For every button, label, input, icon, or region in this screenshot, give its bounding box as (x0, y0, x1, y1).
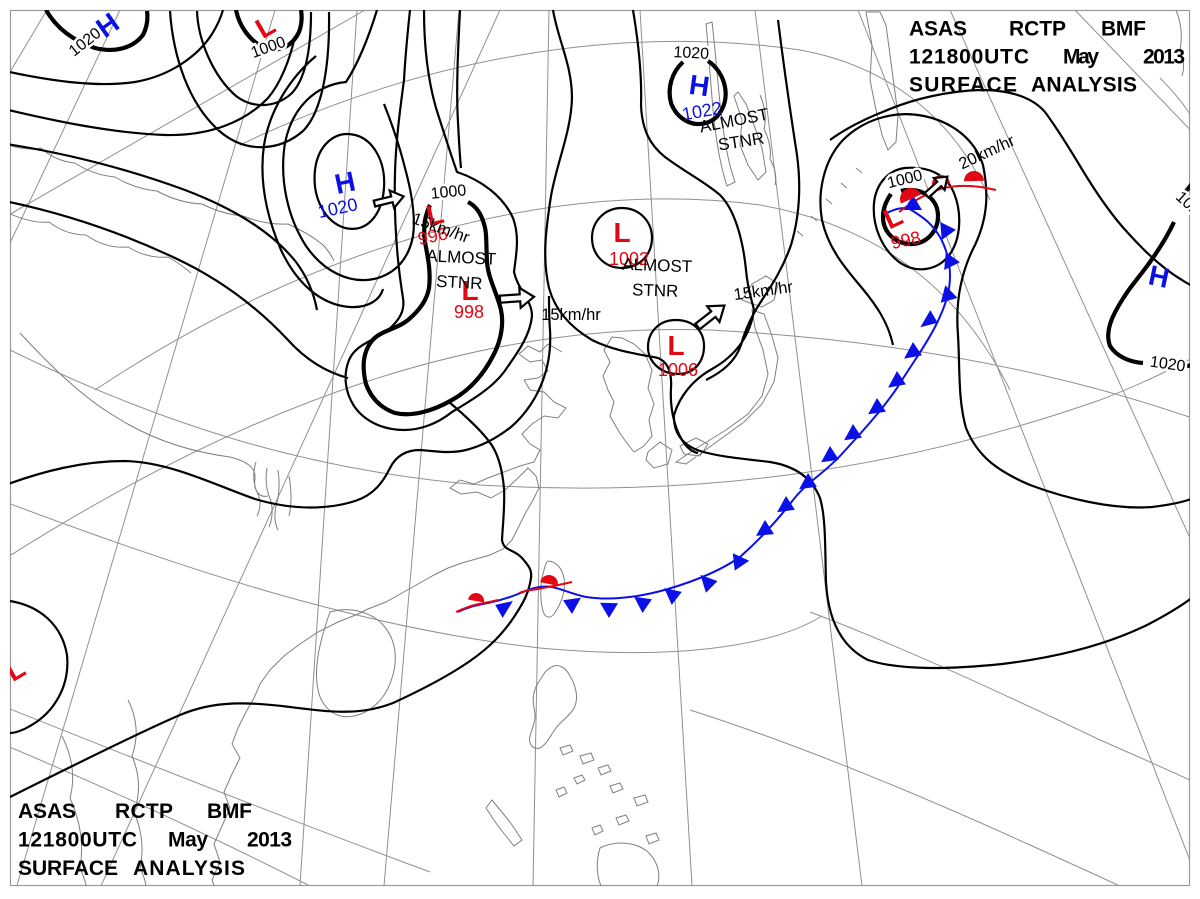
svg-text:998: 998 (454, 302, 484, 322)
svg-text:STNR: STNR (436, 272, 483, 293)
svg-text:ANALYSIS: ANALYSIS (133, 857, 245, 880)
svg-text:2013: 2013 (247, 829, 292, 852)
svg-text:ALMOST: ALMOST (622, 255, 693, 276)
svg-text:SURFACE: SURFACE (18, 857, 118, 880)
svg-text:ANALYSIS: ANALYSIS (1031, 74, 1137, 97)
svg-text:1006: 1006 (658, 360, 698, 380)
svg-text:L: L (667, 330, 684, 361)
svg-text:L: L (423, 198, 446, 232)
svg-text:H: H (687, 69, 711, 103)
svg-text:1020: 1020 (673, 44, 710, 63)
svg-text:ASAS: ASAS (18, 800, 76, 823)
svg-text:STNR: STNR (632, 280, 679, 301)
svg-text:2013: 2013 (1143, 46, 1185, 69)
svg-text:ALMOST: ALMOST (426, 246, 497, 269)
svg-text:BMF: BMF (207, 800, 252, 823)
svg-text:15km/hr: 15km/hr (541, 306, 601, 324)
svg-text:SURFACE: SURFACE (909, 74, 1017, 97)
svg-text:May: May (168, 829, 208, 852)
svg-text:RCTP: RCTP (115, 800, 173, 823)
svg-text:121800UTC: 121800UTC (18, 829, 137, 852)
svg-text:RCTP: RCTP (1009, 18, 1066, 41)
svg-text:ASAS: ASAS (909, 18, 967, 41)
svg-text:121800UTC: 121800UTC (909, 46, 1029, 69)
svg-text:May: May (1063, 46, 1099, 69)
svg-text:1002: 1002 (609, 249, 649, 269)
svg-text:BMF: BMF (1101, 18, 1146, 41)
svg-text:L: L (613, 217, 630, 248)
svg-text:L: L (461, 275, 478, 306)
